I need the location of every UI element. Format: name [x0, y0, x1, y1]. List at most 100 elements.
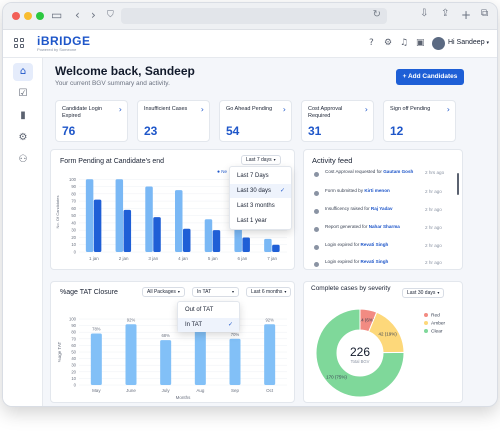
- range-option-3-months[interactable]: Last 3 months: [237, 203, 275, 209]
- x-tick-label: Aug: [196, 388, 205, 393]
- sidebar-item-settings[interactable]: ⚙: [13, 129, 33, 147]
- stat-card-sign-off[interactable]: Sign off Pending 12 ›: [383, 100, 456, 142]
- y-tick-label: 40: [71, 356, 76, 361]
- stat-card-cost-approval[interactable]: Cost Approval Required 31 ›: [301, 100, 374, 142]
- minimize-window-dot[interactable]: [24, 12, 32, 20]
- chevron-down-icon: ▾: [231, 289, 234, 294]
- chevron-right-icon[interactable]: ›: [91, 8, 96, 22]
- legend-label: Amber: [431, 321, 446, 327]
- help-icon[interactable]: ?: [369, 38, 374, 48]
- activity-time: 2 hr ago: [425, 189, 442, 194]
- sidebar-item-home[interactable]: ⌂: [13, 63, 33, 81]
- legend-label: Red: [431, 313, 440, 319]
- stat-card-login-expired[interactable]: Candidate Login Expired 76 ›: [55, 100, 128, 142]
- y-tick-label: 100: [69, 177, 77, 182]
- user-greeting[interactable]: Hi Sandeep ▾: [448, 39, 490, 46]
- y-tick-label: 20: [71, 235, 76, 240]
- sidebar-item-checklist[interactable]: ☑: [13, 85, 33, 103]
- x-tick-label: 7 jan: [267, 256, 277, 261]
- y-tick-label: 40: [71, 220, 76, 225]
- sidebar-toggle-icon[interactable]: ▭: [51, 8, 63, 22]
- form-pending-title: Form Pending at Candidate's end: [60, 158, 165, 165]
- bar: [212, 230, 221, 252]
- package-filter-select[interactable]: All Packages ▾: [142, 287, 185, 297]
- activity-dot: [314, 172, 319, 177]
- maximize-window-dot[interactable]: [36, 12, 44, 20]
- activity-item[interactable]: Insufficency raised for Raj Yadav 2 hr a…: [314, 206, 452, 218]
- complete-range-select[interactable]: Last 30 days ▾: [402, 288, 445, 298]
- settings-icon[interactable]: ⚙: [384, 38, 393, 48]
- apps-grid-icon[interactable]: [14, 38, 25, 49]
- activity-item[interactable]: Cost Approval requested for Gautam Gosh …: [314, 169, 452, 181]
- data-label: 92%: [265, 317, 274, 322]
- activity-item[interactable]: Login expired for Revati Singh 2 hr ago: [314, 242, 452, 254]
- new-tab-icon[interactable]: +: [461, 8, 472, 22]
- stat-value: 31: [308, 124, 322, 138]
- brand-tagline: Powered by Someone: [37, 47, 77, 52]
- bell-icon[interactable]: ♫: [400, 38, 409, 48]
- y-tick-label: 70: [71, 336, 76, 341]
- tat-range-select[interactable]: Last 6 months ▾: [246, 287, 292, 297]
- bar: [229, 338, 241, 385]
- stat-card-go-ahead[interactable]: Go Ahead Pending 54 ›: [219, 100, 292, 142]
- chevron-right-icon: ›: [364, 105, 368, 114]
- checklist-icon: ☑: [18, 88, 28, 99]
- legend-swatch: [424, 321, 428, 325]
- y-tick-label: 60: [71, 343, 76, 348]
- tat-option-out-of-tat[interactable]: Out of TAT: [185, 307, 214, 313]
- donut-total: 226: [350, 345, 370, 359]
- tabs-icon[interactable]: ⧉: [481, 8, 489, 19]
- stat-label: Cost Approval Required: [308, 106, 343, 119]
- legend-swatch: [424, 329, 428, 333]
- range-option-1-year[interactable]: Last 1 year: [237, 218, 267, 224]
- bar: [85, 179, 94, 252]
- stat-value: 23: [144, 124, 158, 138]
- tat-option-in-tat[interactable]: In TAT ✓: [178, 318, 239, 332]
- brand-logo[interactable]: iBRIDGE Powered by Someone: [37, 34, 91, 52]
- bar: [272, 244, 280, 252]
- bar: [264, 238, 272, 252]
- calendar-icon[interactable]: ▣: [416, 38, 425, 48]
- stat-label: Go Ahead Pending: [226, 106, 273, 112]
- avatar[interactable]: [432, 37, 445, 50]
- sidebar-item-users[interactable]: ⚇: [13, 151, 33, 169]
- bar: [115, 179, 124, 252]
- bar: [123, 209, 132, 252]
- range-option-7-days[interactable]: Last 7 Days: [237, 173, 269, 179]
- activity-text: Login expired for Revati Singh: [325, 259, 389, 264]
- activity-dot: [314, 262, 319, 267]
- range-option-30-days[interactable]: Last 30 days ✓: [230, 184, 291, 198]
- x-tick-label: Sep: [231, 388, 240, 393]
- activity-text: Insufficency raised for Raj Yadav: [325, 206, 393, 211]
- gear-icon: ⚙: [18, 132, 28, 143]
- sidebar-item-reports[interactable]: ▮: [13, 107, 33, 125]
- share-icon[interactable]: ⇪: [441, 8, 450, 19]
- form-pending-chart: No. Of Candidates 0 10 20 30 40 50 60 70 80 90 100 1…: [55, 177, 287, 261]
- bar: [242, 237, 250, 252]
- y-axis-label: %age TAT: [57, 341, 62, 362]
- address-bar[interactable]: ↻: [121, 8, 387, 24]
- activity-dot: [314, 227, 319, 232]
- data-label: 68%: [161, 333, 170, 338]
- bar: [160, 340, 172, 385]
- tat-filter-select[interactable]: In TAT ▾: [192, 287, 239, 297]
- y-tick-label: 20: [71, 369, 76, 374]
- stat-value: 12: [390, 124, 404, 138]
- stat-card-insufficient[interactable]: Insufficient Cases 23 ›: [137, 100, 210, 142]
- form-pending-range-select[interactable]: Last 7 days ▾: [241, 155, 281, 165]
- add-candidates-button[interactable]: + Add Candidates: [396, 69, 464, 85]
- reload-icon[interactable]: ↻: [372, 9, 381, 20]
- tat-dropdown: Out of TAT In TAT ✓: [177, 301, 240, 332]
- activity-item[interactable]: Form submitted by Kirti menon 2 hr ago: [314, 188, 452, 200]
- download-icon[interactable]: ⇩: [420, 8, 429, 19]
- activity-feed-title: Activity feed: [312, 156, 353, 165]
- browser-chrome: ▭ ‹ › ⛉ ↻ ⇩ ⇪ + ⧉: [3, 3, 497, 30]
- chevron-left-icon[interactable]: ‹: [75, 8, 80, 22]
- activity-text: Login expired for Revati Singh: [325, 242, 389, 247]
- activity-item[interactable]: Login expired for Revati Singh 2 hr ago: [314, 259, 452, 271]
- activity-scrollbar[interactable]: [457, 173, 459, 195]
- close-window-dot[interactable]: [12, 12, 20, 20]
- chevron-right-icon: ›: [118, 105, 122, 114]
- activity-item[interactable]: Report generated for Nahar Sharma 2 hr a…: [314, 224, 452, 236]
- app-header: iBRIDGE Powered by Someone ? ⚙ ♫ ▣ Hi Sa…: [3, 30, 497, 58]
